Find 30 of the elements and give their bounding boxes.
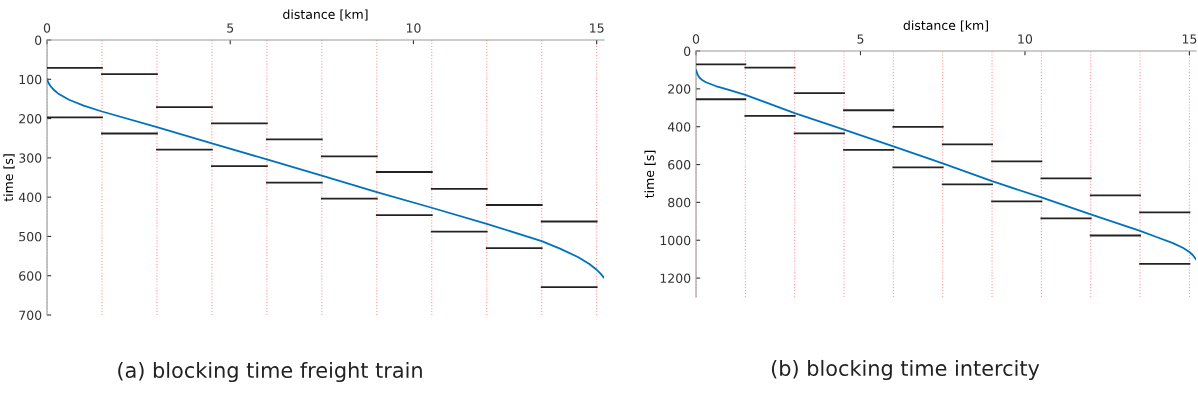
y-axis-title: time [s] [3,154,15,202]
x-tick-label: 5 [857,34,864,44]
text: (a) blocking time freight train [118,361,422,383]
y-tick-label: 600 [19,271,42,281]
x-tick-label: 10 [406,23,421,33]
y-tick-label: 700 [19,310,42,320]
x-axis-title: distance [km] [283,9,368,21]
y-tick-label: 1000 [660,235,691,246]
x-tick-label: 0 [43,23,51,33]
x-tick-label: 0 [692,34,700,44]
x-tick-label: 15 [590,23,604,33]
y-tick-label: 0 [684,46,691,56]
y-axis-title: time [s] [644,150,656,198]
y-tick-label: 1200 [660,273,691,283]
y-tick-label: 500 [19,231,42,242]
y-tick-label: 200 [668,84,691,94]
y-tick-label: 400 [667,122,691,132]
y-tick-label: 100 [19,74,42,85]
x-tick-label: 5 [227,23,234,33]
y-tick-label: 800 [668,197,691,208]
text: (b) blocking time intercity [771,359,1040,381]
x-tick-label: 15 [1182,34,1197,44]
y-tick-label: 400 [18,192,42,203]
line-series [696,69,1196,261]
x-tick-label: 10 [1018,34,1033,44]
y-tick-label: 300 [19,153,42,163]
x-axis-title: distance [km] [903,20,988,32]
line-series [47,78,604,279]
y-tick-label: 200 [19,114,42,124]
y-tick-label: 600 [668,160,691,170]
